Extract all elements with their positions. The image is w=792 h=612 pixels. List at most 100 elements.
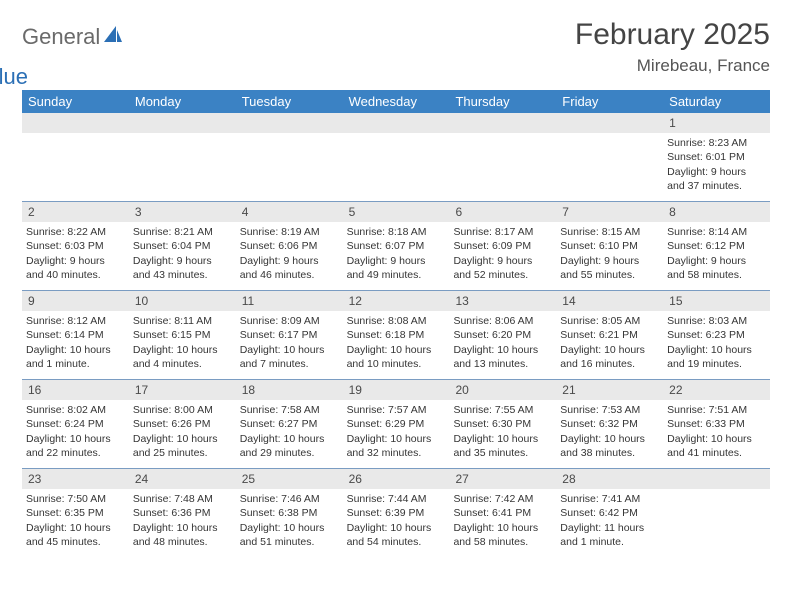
daylight-text: and 58 minutes. [453,535,552,549]
day-number: 15 [663,291,770,311]
day-body: Sunrise: 8:08 AMSunset: 6:18 PMDaylight:… [343,311,450,375]
day-cell: 2Sunrise: 8:22 AMSunset: 6:03 PMDaylight… [22,202,129,290]
day-number: 24 [129,469,236,489]
daylight-text: Daylight: 11 hours [560,521,659,535]
page-header: General Blue February 2025 Mirebeau, Fra… [22,18,770,76]
day-number: 18 [236,380,343,400]
day-number: 6 [449,202,556,222]
day-cell: 9Sunrise: 8:12 AMSunset: 6:14 PMDaylight… [22,291,129,379]
day-cell: 21Sunrise: 7:53 AMSunset: 6:32 PMDayligh… [556,380,663,468]
day-cell: 7Sunrise: 8:15 AMSunset: 6:10 PMDaylight… [556,202,663,290]
day-number: 2 [22,202,129,222]
daylight-text: Daylight: 10 hours [240,432,339,446]
day-number: 23 [22,469,129,489]
day-number: 11 [236,291,343,311]
daylight-text: and 45 minutes. [26,535,125,549]
sunrise-text: Sunrise: 7:55 AM [453,403,552,417]
day-body: Sunrise: 7:48 AMSunset: 6:36 PMDaylight:… [129,489,236,553]
sunrise-text: Sunrise: 7:57 AM [347,403,446,417]
daylight-text: Daylight: 10 hours [26,432,125,446]
day-cell: 4Sunrise: 8:19 AMSunset: 6:06 PMDaylight… [236,202,343,290]
day-number: 16 [22,380,129,400]
daylight-text: and 51 minutes. [240,535,339,549]
day-cell: 27Sunrise: 7:42 AMSunset: 6:41 PMDayligh… [449,469,556,557]
day-number: 5 [343,202,450,222]
daylight-text: Daylight: 9 hours [240,254,339,268]
sunset-text: Sunset: 6:39 PM [347,506,446,520]
daylight-text: and 55 minutes. [560,268,659,282]
day-number: . [22,113,129,133]
sunset-text: Sunset: 6:04 PM [133,239,232,253]
daylight-text: Daylight: 10 hours [347,432,446,446]
daylight-text: Daylight: 9 hours [560,254,659,268]
day-body: Sunrise: 8:06 AMSunset: 6:20 PMDaylight:… [449,311,556,375]
daylight-text: and 1 minute. [26,357,125,371]
daylight-text: Daylight: 10 hours [347,521,446,535]
day-body: Sunrise: 8:02 AMSunset: 6:24 PMDaylight:… [22,400,129,464]
sunrise-text: Sunrise: 7:51 AM [667,403,766,417]
week-row: 16Sunrise: 8:02 AMSunset: 6:24 PMDayligh… [22,379,770,468]
daylight-text: and 52 minutes. [453,268,552,282]
day-number: 21 [556,380,663,400]
sunrise-text: Sunrise: 7:42 AM [453,492,552,506]
day-cell: . [663,469,770,557]
sunrise-text: Sunrise: 8:14 AM [667,225,766,239]
daylight-text: and 48 minutes. [133,535,232,549]
day-number: 1 [663,113,770,133]
month-title: February 2025 [575,18,770,52]
sunset-text: Sunset: 6:29 PM [347,417,446,431]
day-cell: 10Sunrise: 8:11 AMSunset: 6:15 PMDayligh… [129,291,236,379]
day-body: Sunrise: 8:14 AMSunset: 6:12 PMDaylight:… [663,222,770,286]
day-body: Sunrise: 7:42 AMSunset: 6:41 PMDaylight:… [449,489,556,553]
sunset-text: Sunset: 6:15 PM [133,328,232,342]
sunrise-text: Sunrise: 8:09 AM [240,314,339,328]
daylight-text: and 46 minutes. [240,268,339,282]
day-cell: 5Sunrise: 8:18 AMSunset: 6:07 PMDaylight… [343,202,450,290]
daylight-text: Daylight: 9 hours [453,254,552,268]
daylight-text: Daylight: 9 hours [667,165,766,179]
weekday-header-row: SundayMondayTuesdayWednesdayThursdayFrid… [22,90,770,113]
sunrise-text: Sunrise: 8:18 AM [347,225,446,239]
weekday-header: Thursday [449,90,556,113]
day-cell: . [343,113,450,201]
sunset-text: Sunset: 6:09 PM [453,239,552,253]
day-number: 13 [449,291,556,311]
day-body: Sunrise: 7:51 AMSunset: 6:33 PMDaylight:… [663,400,770,464]
day-body: Sunrise: 7:46 AMSunset: 6:38 PMDaylight:… [236,489,343,553]
sunset-text: Sunset: 6:42 PM [560,506,659,520]
sunset-text: Sunset: 6:06 PM [240,239,339,253]
daylight-text: Daylight: 9 hours [26,254,125,268]
daylight-text: Daylight: 10 hours [667,432,766,446]
daylight-text: Daylight: 10 hours [560,343,659,357]
brand-logo: General Blue [22,24,124,76]
day-body: Sunrise: 8:21 AMSunset: 6:04 PMDaylight:… [129,222,236,286]
daylight-text: Daylight: 9 hours [347,254,446,268]
day-number: 17 [129,380,236,400]
daylight-text: and 58 minutes. [667,268,766,282]
sunset-text: Sunset: 6:20 PM [453,328,552,342]
day-number: 25 [236,469,343,489]
day-cell: 19Sunrise: 7:57 AMSunset: 6:29 PMDayligh… [343,380,450,468]
day-cell: 6Sunrise: 8:17 AMSunset: 6:09 PMDaylight… [449,202,556,290]
daylight-text: Daylight: 9 hours [667,254,766,268]
day-cell: 13Sunrise: 8:06 AMSunset: 6:20 PMDayligh… [449,291,556,379]
day-body: Sunrise: 8:12 AMSunset: 6:14 PMDaylight:… [22,311,129,375]
daylight-text: and 1 minute. [560,535,659,549]
daylight-text: Daylight: 10 hours [26,521,125,535]
day-cell: 24Sunrise: 7:48 AMSunset: 6:36 PMDayligh… [129,469,236,557]
sunrise-text: Sunrise: 7:46 AM [240,492,339,506]
sunrise-text: Sunrise: 8:02 AM [26,403,125,417]
sunrise-text: Sunrise: 8:23 AM [667,136,766,150]
day-body: Sunrise: 8:15 AMSunset: 6:10 PMDaylight:… [556,222,663,286]
daylight-text: Daylight: 10 hours [133,343,232,357]
day-body: Sunrise: 7:57 AMSunset: 6:29 PMDaylight:… [343,400,450,464]
weekday-header: Friday [556,90,663,113]
day-cell: . [556,113,663,201]
day-body: Sunrise: 7:55 AMSunset: 6:30 PMDaylight:… [449,400,556,464]
week-row: ......1Sunrise: 8:23 AMSunset: 6:01 PMDa… [22,113,770,201]
daylight-text: and 37 minutes. [667,179,766,193]
daylight-text: and 29 minutes. [240,446,339,460]
sunset-text: Sunset: 6:32 PM [560,417,659,431]
day-cell: 28Sunrise: 7:41 AMSunset: 6:42 PMDayligh… [556,469,663,557]
brand-sail-icon [102,24,124,49]
